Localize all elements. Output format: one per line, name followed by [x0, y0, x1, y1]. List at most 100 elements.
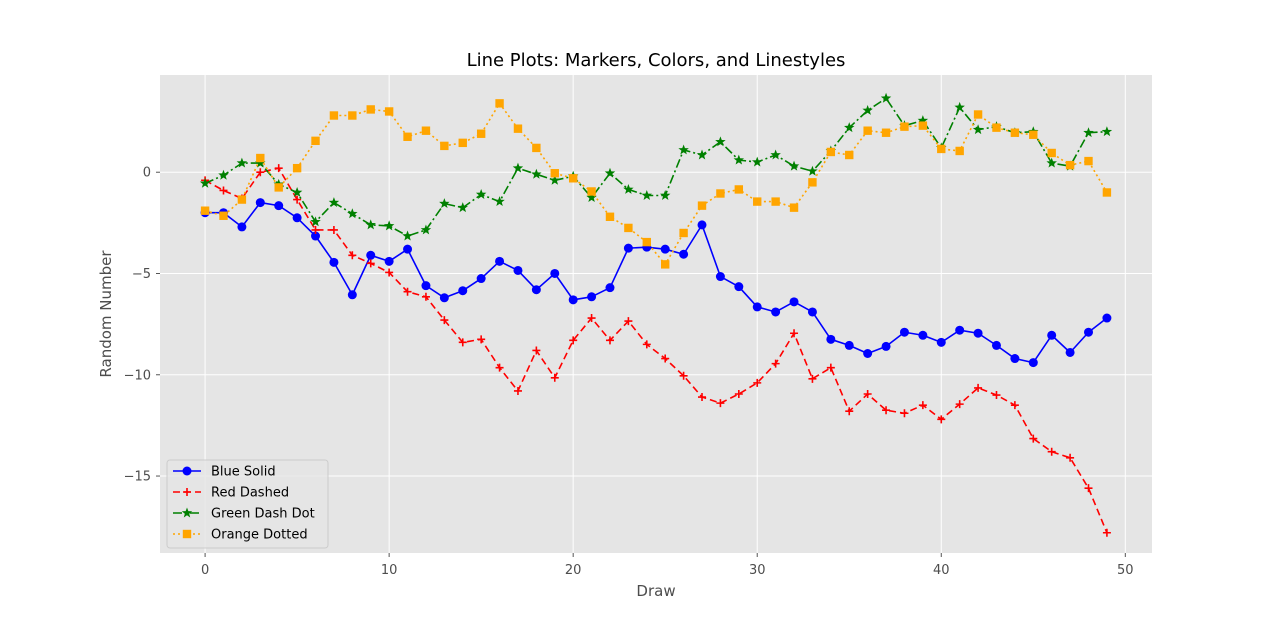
- data-point: [366, 259, 375, 268]
- y-axis-label: Random Number: [97, 250, 115, 378]
- data-point: [679, 228, 688, 238]
- data-point: [531, 168, 542, 179]
- data-point: [219, 211, 228, 220]
- x-tick-label: 40: [933, 563, 950, 578]
- data-point: [1065, 160, 1075, 170]
- data-point: [605, 283, 615, 293]
- data-point: [403, 132, 412, 141]
- data-point: [458, 338, 467, 347]
- data-point: [679, 249, 689, 259]
- data-point: [753, 378, 762, 387]
- grid-lines: [160, 75, 1152, 553]
- data-point: [587, 314, 596, 323]
- data-point: [236, 157, 248, 168]
- data-point: [348, 111, 357, 120]
- x-tick-label: 50: [1117, 563, 1134, 578]
- data-point: [274, 164, 283, 173]
- data-point: [991, 340, 1001, 350]
- data-point: [366, 105, 375, 114]
- data-point: [385, 268, 394, 277]
- data-point: [659, 190, 671, 200]
- data-point: [954, 101, 965, 112]
- data-point: [569, 336, 578, 345]
- data-point: [1083, 127, 1094, 138]
- data-point: [421, 126, 431, 135]
- data-point: [642, 237, 651, 247]
- data-point: [439, 198, 450, 209]
- data-point: [365, 219, 376, 230]
- data-point: [383, 220, 395, 231]
- data-point: [771, 307, 781, 317]
- data-point: [937, 415, 946, 424]
- data-point: [274, 201, 284, 211]
- data-point: [403, 287, 412, 296]
- data-point: [624, 317, 633, 326]
- data-point: [734, 185, 744, 194]
- data-point: [807, 165, 818, 176]
- data-point: [1010, 401, 1019, 410]
- data-point: [237, 222, 247, 232]
- data-point: [329, 111, 339, 120]
- data-point: [826, 334, 836, 344]
- data-point: [863, 126, 872, 135]
- data-point: [845, 150, 854, 160]
- data-point: [329, 257, 339, 267]
- data-point: [789, 203, 799, 212]
- data-point: [440, 141, 449, 151]
- data-point: [642, 340, 651, 349]
- data-point: [790, 329, 799, 338]
- data-point: [1047, 148, 1056, 158]
- data-point: [974, 383, 983, 392]
- data-point: [495, 256, 505, 266]
- data-point: [771, 359, 780, 368]
- data-point: [219, 186, 228, 195]
- data-point: [457, 202, 468, 213]
- data-point: [328, 197, 340, 208]
- legend-label: Green Dash Dot: [211, 507, 315, 522]
- data-point: [274, 183, 283, 192]
- data-point: [844, 122, 855, 133]
- data-point: [293, 195, 302, 204]
- data-point: [329, 225, 338, 234]
- data-point: [882, 406, 891, 415]
- y-axis-ticks: 0 −5 −10 −15: [124, 166, 160, 485]
- data-point: [568, 174, 578, 183]
- legend-label: Blue Solid: [211, 465, 276, 480]
- data-point: [734, 282, 744, 292]
- data-point: [1047, 447, 1056, 456]
- data-point: [918, 330, 928, 340]
- data-point: [716, 399, 725, 408]
- data-point: [200, 206, 210, 215]
- data-point: [880, 92, 892, 103]
- data-point: [604, 167, 616, 178]
- data-point: [789, 297, 799, 307]
- data-point: [641, 190, 653, 200]
- data-point: [863, 390, 872, 399]
- legend-item-green-dash-dot: Green Dash Dot: [173, 507, 315, 522]
- data-point: [770, 149, 781, 160]
- data-point: [678, 144, 689, 155]
- x-tick-label: 20: [565, 563, 582, 578]
- series-red-dashed: [201, 164, 1111, 537]
- data-point: [826, 363, 835, 372]
- data-point: [440, 316, 449, 325]
- data-point: [495, 99, 504, 108]
- data-point: [1010, 354, 1020, 364]
- data-point: [347, 208, 358, 219]
- data-point: [844, 340, 854, 350]
- data-point: [1029, 130, 1038, 139]
- data-point: [1084, 484, 1093, 493]
- series-line-green-dash-dot: [204, 97, 1107, 237]
- data-point: [808, 178, 817, 187]
- y-tick-label: −10: [124, 368, 151, 383]
- legend-marker: [181, 507, 193, 518]
- data-point: [955, 146, 964, 156]
- data-point: [661, 354, 670, 363]
- data-point: [256, 153, 265, 163]
- data-point: [586, 192, 597, 202]
- legend-item-orange-dotted: Orange Dotted: [173, 528, 308, 543]
- data-point: [992, 391, 1001, 400]
- data-point: [255, 157, 266, 168]
- data-point: [716, 189, 725, 198]
- y-tick-label: −5: [132, 267, 151, 282]
